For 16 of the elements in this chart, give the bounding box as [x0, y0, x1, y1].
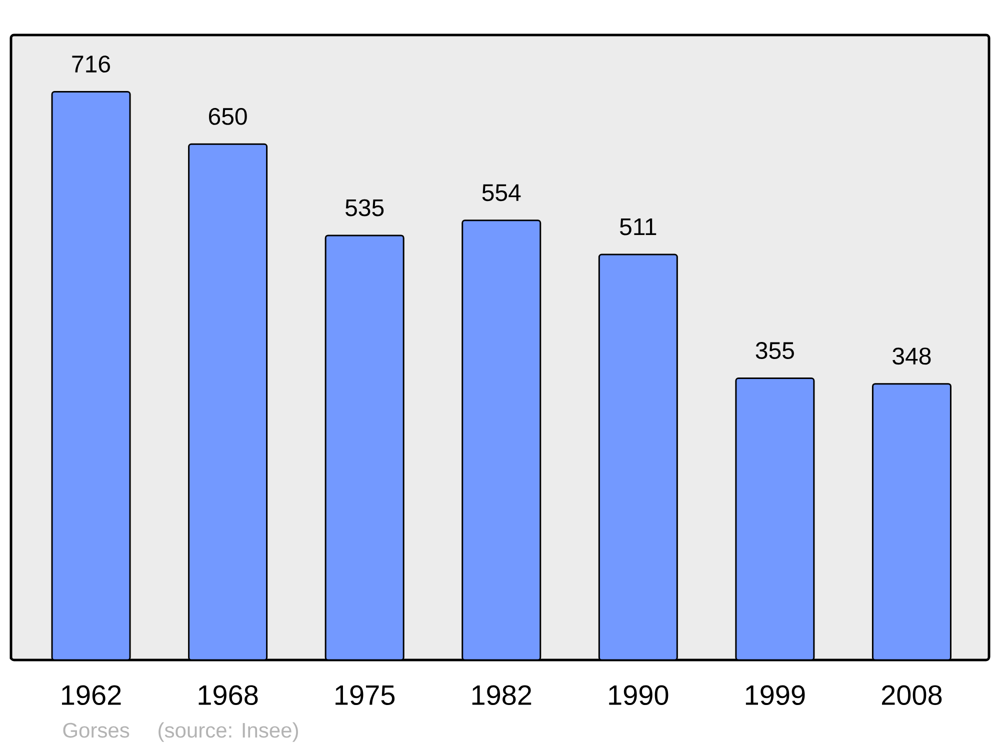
x-tick-label: 2008	[882, 685, 942, 706]
x-tick-label: 1982	[472, 685, 532, 706]
data-label: 716	[72, 56, 110, 73]
data-label: 511	[620, 218, 656, 236]
data-label: 554	[482, 184, 521, 202]
x-tick-label: 1975	[336, 685, 395, 706]
text: Gorses	[63, 722, 130, 738]
x-tick-label: 1968	[198, 685, 258, 706]
x-tick-label: 1962	[62, 685, 121, 706]
data-label: 535	[346, 199, 384, 216]
data-label: 650	[209, 108, 247, 125]
data-label: 348	[892, 348, 931, 365]
x-tick-label: 1990	[609, 685, 668, 706]
x-tick-label: 1999	[746, 685, 805, 706]
data-label: 355	[756, 342, 794, 360]
text: (source: Insee)	[158, 722, 298, 742]
